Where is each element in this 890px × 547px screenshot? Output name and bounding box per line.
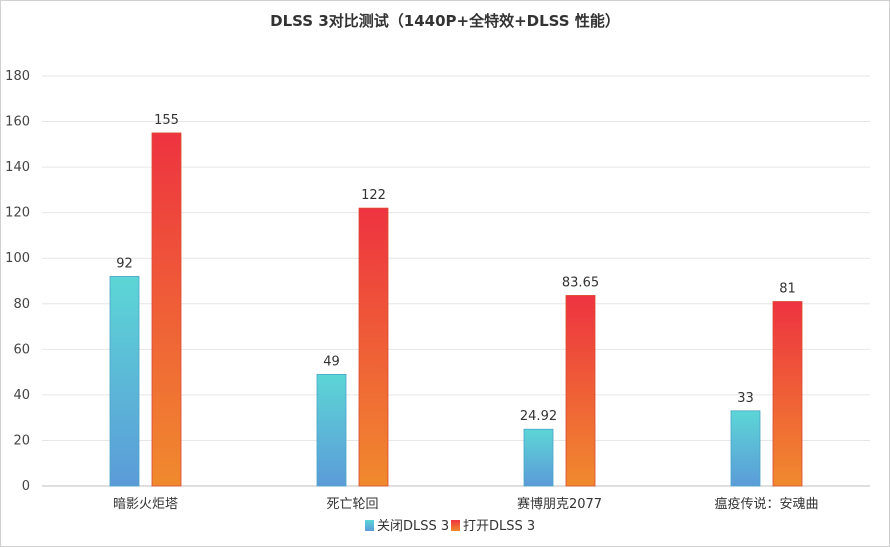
legend-label: 打开DLSS 3	[463, 519, 535, 534]
bar-dlss-on	[772, 301, 803, 487]
data-label: 122	[361, 188, 386, 203]
bar-dlss-off	[523, 428, 554, 487]
bar-dlss-on	[358, 207, 389, 487]
data-label: 92	[116, 256, 133, 271]
legend-swatch	[451, 520, 460, 531]
bar-dlss-off	[316, 373, 347, 487]
legend-label: 关闭DLSS 3	[377, 519, 449, 534]
y-tick-label: 80	[13, 297, 30, 312]
y-tick-label: 140	[5, 160, 30, 175]
bar-dlss-off	[109, 276, 140, 487]
y-tick-label: 100	[5, 251, 30, 266]
y-tick-label: 0	[22, 479, 30, 494]
legend-swatch	[365, 520, 374, 531]
data-label: 83.65	[562, 275, 599, 290]
y-tick-label: 120	[5, 206, 30, 221]
x-category-label: 死亡轮回	[326, 497, 378, 512]
y-tick-label: 20	[13, 433, 30, 448]
data-label: 33	[737, 391, 754, 406]
bar-dlss-on	[151, 132, 182, 487]
data-label: 155	[154, 113, 179, 128]
bar-dlss-on	[565, 295, 596, 487]
y-tick-label: 160	[5, 115, 30, 130]
x-category-label: 暗影火炬塔	[113, 497, 178, 512]
chart-title: DLSS 3对比测试（1440P+全特效+DLSS 性能）	[270, 12, 620, 30]
data-label: 24.92	[520, 409, 557, 424]
bar-dlss-off	[730, 410, 761, 487]
y-tick-label: 60	[13, 342, 30, 357]
x-category-label: 瘟疫传说：安魂曲	[714, 496, 818, 512]
data-label: 49	[323, 354, 340, 369]
y-tick-label: 40	[13, 388, 30, 403]
data-label: 81	[779, 282, 796, 297]
y-tick-label: 180	[5, 69, 30, 84]
x-category-label: 赛博朋克2077	[517, 496, 602, 512]
